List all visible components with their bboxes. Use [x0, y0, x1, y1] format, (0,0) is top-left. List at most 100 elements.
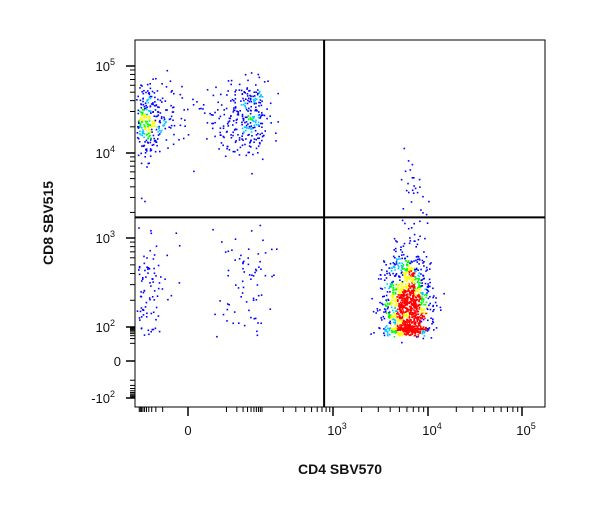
event-point [411, 311, 414, 314]
event-point [412, 297, 415, 300]
event-point [406, 302, 408, 304]
event-point [407, 295, 409, 297]
event-point [165, 109, 167, 111]
event-point [166, 254, 168, 257]
event-point [383, 261, 386, 263]
event-point [215, 86, 217, 89]
event-point [379, 327, 381, 330]
event-point [226, 145, 229, 148]
event-point [170, 104, 172, 107]
event-point [153, 272, 156, 275]
event-point [258, 92, 261, 94]
event-point [418, 259, 421, 261]
event-point [261, 122, 264, 125]
event-point [137, 109, 140, 112]
event-point [428, 200, 430, 203]
event-point [411, 322, 413, 324]
event-point [172, 111, 175, 113]
event-point [431, 323, 433, 325]
event-point [141, 134, 144, 137]
event-point [390, 315, 392, 318]
event-point [389, 314, 391, 316]
event-point [426, 308, 429, 311]
event-point [412, 280, 414, 283]
event-point [416, 319, 419, 322]
event-point [170, 294, 173, 297]
event-point [184, 125, 186, 127]
event-point [256, 110, 258, 112]
event-point [255, 109, 257, 111]
event-point [399, 296, 401, 299]
event-point [412, 292, 414, 295]
event-point [139, 87, 141, 89]
event-point [410, 201, 413, 203]
event-point [395, 283, 398, 286]
event-point [144, 115, 146, 117]
event-point [138, 120, 140, 122]
event-point [400, 295, 402, 298]
event-point [393, 336, 396, 338]
event-point [400, 269, 402, 271]
event-point [412, 279, 415, 281]
event-point [143, 262, 146, 265]
event-point [393, 249, 395, 251]
event-point [415, 322, 417, 324]
event-point [157, 106, 159, 108]
event-point [160, 117, 163, 120]
event-point [234, 150, 236, 153]
event-point [250, 125, 253, 127]
event-point [154, 119, 157, 122]
event-point [403, 273, 405, 275]
event-point [169, 80, 172, 82]
event-point [240, 104, 243, 106]
event-point [418, 282, 420, 284]
event-point [408, 302, 410, 305]
event-point [141, 120, 143, 122]
event-point [420, 301, 422, 303]
event-point [160, 276, 162, 278]
event-point [406, 322, 408, 324]
event-point [253, 91, 256, 93]
event-point [398, 292, 401, 295]
event-point [401, 331, 404, 334]
event-point [142, 145, 145, 147]
event-point [413, 319, 416, 322]
event-point [420, 209, 422, 211]
event-point [255, 91, 257, 93]
event-point [142, 277, 144, 279]
event-point [385, 299, 387, 301]
event-point [394, 314, 396, 317]
event-point [153, 92, 156, 94]
event-point [248, 97, 250, 100]
event-point [231, 98, 234, 101]
event-point [388, 313, 390, 316]
event-point [142, 98, 144, 100]
event-point [227, 269, 230, 272]
event-point [382, 303, 384, 306]
event-point [391, 327, 393, 329]
event-point [394, 301, 396, 303]
event-point [395, 298, 397, 301]
event-point [407, 286, 409, 289]
event-point [407, 182, 409, 185]
event-point [417, 256, 420, 258]
event-point [143, 289, 146, 292]
event-point [254, 317, 257, 320]
event-point [412, 299, 414, 301]
event-point [159, 112, 162, 114]
event-point [403, 147, 406, 150]
event-point [246, 88, 248, 90]
event-point [226, 303, 229, 305]
event-point [142, 100, 144, 103]
event-point [241, 115, 244, 118]
event-point [390, 270, 393, 272]
event-point [411, 316, 413, 318]
event-point [417, 313, 420, 316]
event-point [413, 311, 415, 314]
event-point [241, 138, 243, 140]
event-point [409, 311, 412, 314]
event-point [411, 333, 414, 335]
event-point [418, 298, 421, 300]
event-point [155, 245, 158, 248]
event-point [393, 263, 396, 265]
